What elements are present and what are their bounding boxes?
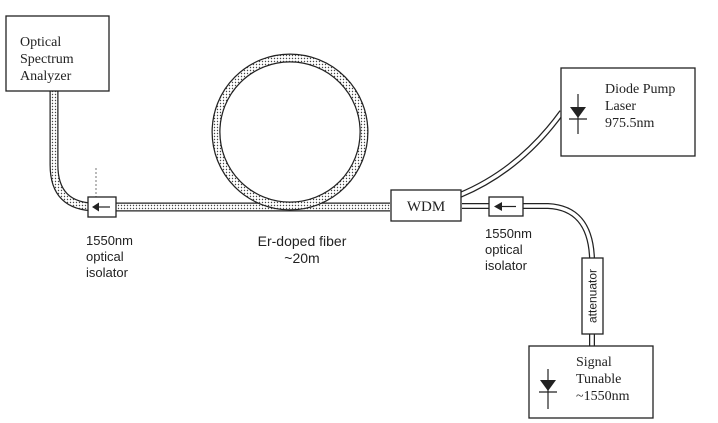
optical-spectrum-analyzer: Optical Spectrum Analyzer: [5, 15, 110, 92]
isolator-right-label-line3: isolator: [485, 258, 528, 273]
isolator-left-label-line3: isolator: [86, 265, 129, 280]
laser-diode-icon: [539, 369, 557, 409]
tunable-signal-laser: Signal Tunable ~1550nm: [528, 345, 654, 419]
isolator-left-label-line2: optical: [86, 249, 124, 264]
osa-label-line3: Analyzer: [20, 69, 72, 84]
isolator-arrow-icon: [92, 202, 99, 212]
optical-isolator-right: [488, 196, 524, 217]
er-fiber-label-line2: ~20m: [284, 250, 319, 266]
optical-isolator-left: [87, 196, 117, 218]
laser-diode-icon: [569, 94, 587, 134]
isolator-left-label-line1: 1550nm: [86, 233, 133, 248]
osa-label-line1: Optical: [20, 35, 61, 50]
pump-label-line1: Diode Pump: [605, 82, 675, 97]
signal-fiber: [462, 203, 595, 346]
attenuator: attenuator: [581, 257, 604, 335]
diode-pump-laser: Diode Pump Laser 975.5nm: [560, 67, 696, 157]
er-fiber-label-line1: Er-doped fiber: [258, 233, 347, 249]
isolator-right-label-line2: optical: [485, 242, 523, 257]
pump-label-line3: 975.5nm: [605, 116, 655, 131]
signal-label-line2: Tunable: [576, 372, 621, 387]
isolator-arrow-icon: [494, 202, 502, 211]
osa-label-line2: Spectrum: [20, 52, 74, 67]
pump-fiber: [458, 110, 565, 198]
pump-label-line2: Laser: [605, 99, 636, 114]
er-doped-fiber-coil: [211, 53, 369, 211]
attenuator-label: attenuator: [586, 269, 600, 323]
signal-label-line3: ~1550nm: [576, 389, 630, 404]
signal-label-line1: Signal: [576, 355, 612, 370]
wdm-coupler: WDM: [390, 189, 462, 222]
wdm-label: WDM: [407, 199, 445, 215]
isolator-right-label-line1: 1550nm: [485, 226, 532, 241]
